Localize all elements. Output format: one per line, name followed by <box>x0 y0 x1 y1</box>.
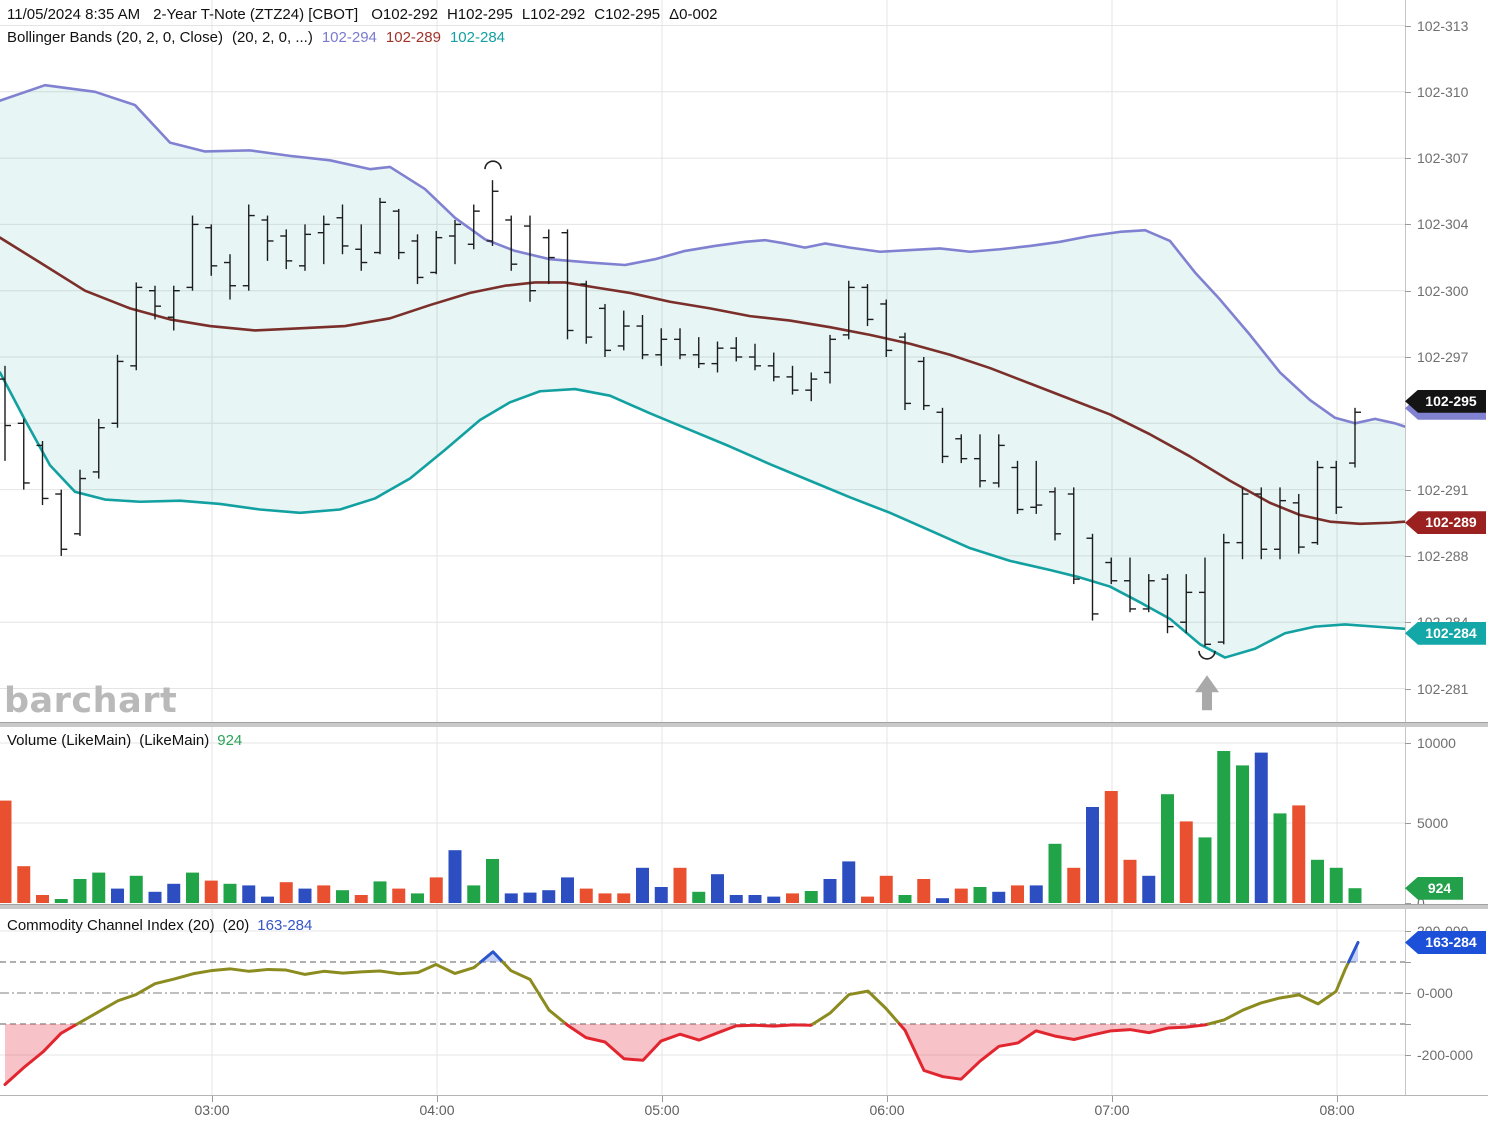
axis-tick <box>1405 1024 1411 1025</box>
chart-header-line2: Bollinger Bands (20, 2, 0, Close) (20, 2,… <box>7 26 514 49</box>
axis-tick <box>1405 688 1411 690</box>
axis-tick <box>1405 25 1411 27</box>
bollinger-study-params: (20, 2, 0, ...) <box>231 29 313 46</box>
time-axis-border <box>0 1095 1488 1096</box>
cci-panel-title: Commodity Channel Index (20) (20) 163-284 <box>7 917 320 934</box>
axis-tick <box>1405 823 1411 824</box>
cci-axis-label: -200-000 <box>1417 1047 1474 1063</box>
volume-axis-label: 10000 <box>1417 735 1456 751</box>
axis-tick <box>1405 743 1411 744</box>
quote-low: L102-292 <box>521 6 586 23</box>
bb-middle-badge: 102-289 <box>1405 511 1486 535</box>
cci-study-label[interactable]: Commodity Channel Index (20) <box>7 917 215 934</box>
price-axis-label: 102-307 <box>1417 150 1469 167</box>
gridlines <box>0 0 1405 1095</box>
chart-header-line1: 11/05/2024 8:35 AM 2-Year T-Note (ZTZ24) … <box>7 3 727 26</box>
axis-tick <box>1405 931 1411 932</box>
price-axis-label: 102-310 <box>1417 83 1469 100</box>
time-axis-label: 05:00 <box>644 1102 680 1118</box>
up-arrow-icon <box>1195 675 1219 711</box>
bollinger-middle-value: 102-289 <box>385 29 441 46</box>
ohlc-bars <box>0 180 1361 647</box>
low-point-arc-icon <box>1198 650 1216 660</box>
cci-study-params: (20) <box>222 917 250 934</box>
cci-axis-label: 0-000 <box>1417 985 1453 1001</box>
axis-tick <box>1405 158 1411 160</box>
bollinger-upper-value: 102-294 <box>321 29 377 46</box>
cci-badge: 163-284 <box>1405 930 1486 954</box>
volume-axis-label: 0 <box>1417 895 1425 911</box>
axis-tick <box>1405 224 1411 226</box>
volume-current-value: 924 <box>217 732 243 749</box>
quote-close: C102-295 <box>594 6 661 23</box>
volume-study-params: (LikeMain) <box>139 732 210 749</box>
time-axis-label: 04:00 <box>419 1102 455 1118</box>
time-axis-label: 08:00 <box>1319 1102 1355 1118</box>
bollinger-middle-band-line <box>0 236 1405 526</box>
time-axis-tick <box>437 1096 438 1102</box>
volume-axis-label: 5000 <box>1417 815 1449 831</box>
axis-tick <box>1405 1055 1411 1056</box>
time-axis-tick <box>887 1096 888 1102</box>
price-axis-label: 102-297 <box>1417 349 1469 365</box>
time-axis-tick <box>1112 1096 1113 1102</box>
bb-lower-badge: 102-284 <box>1405 621 1486 645</box>
volume-panel-title: Volume (LikeMain) (LikeMain) 924 <box>7 732 250 749</box>
price-axis-label: 102-313 <box>1417 17 1469 34</box>
axis-tick <box>1405 290 1411 292</box>
price-axis-label: 102-291 <box>1417 481 1469 498</box>
barchart-watermark: barchart <box>4 681 177 721</box>
axis-tick <box>1405 993 1411 994</box>
bollinger-lower-value: 102-284 <box>449 29 506 46</box>
axis-tick <box>1405 555 1411 557</box>
price-axis-label: 102-281 <box>1417 680 1469 697</box>
axis-tick <box>1405 357 1411 358</box>
bollinger-band-fill <box>0 85 1405 658</box>
axis-tick <box>1405 962 1411 963</box>
high-point-arc-icon <box>484 160 502 170</box>
bollinger-upper-band-line <box>0 83 1405 428</box>
volume-study-label[interactable]: Volume (LikeMain) <box>7 732 132 749</box>
volume-cci-divider[interactable] <box>0 904 1488 909</box>
time-axis-tick <box>1337 1096 1338 1102</box>
price-axis-label: 102-304 <box>1417 216 1469 233</box>
chart-annotations <box>484 160 1219 711</box>
axis-tick <box>1405 903 1411 904</box>
time-axis-label: 03:00 <box>194 1102 230 1118</box>
time-axis-tick <box>662 1096 663 1102</box>
time-axis-tick <box>212 1096 213 1102</box>
price-axis-label: 102-300 <box>1417 282 1469 299</box>
cci-current-value: 163-284 <box>257 917 313 934</box>
cci-line <box>3 940 1360 1086</box>
quote-open: O102-292 <box>371 6 438 23</box>
quote-change: Δ0-002 <box>669 6 718 23</box>
price-volume-divider[interactable] <box>0 722 1488 727</box>
chart-canvas[interactable]: barchart <box>0 0 1405 1095</box>
last-price-badge: 102-295 <box>1405 389 1486 413</box>
volume-badge: 924 <box>1405 876 1463 900</box>
symbol-name: 2-Year T-Note (ZTZ24) [CBOT] <box>153 6 359 23</box>
axis-tick <box>1405 622 1411 624</box>
bollinger-lower-band-line <box>0 371 1405 659</box>
quote-datetime: 11/05/2024 8:35 AM <box>7 6 141 23</box>
price-axis-label: 102-288 <box>1417 547 1469 564</box>
cci-threshold-fills <box>5 942 1358 1085</box>
axis-tick <box>1405 91 1411 93</box>
time-axis-label: 07:00 <box>1094 1102 1130 1118</box>
axis-tick <box>1405 489 1411 491</box>
time-axis-label: 06:00 <box>869 1102 905 1118</box>
quote-high: H102-295 <box>446 6 513 23</box>
bollinger-study-label[interactable]: Bollinger Bands (20, 2, 0, Close) <box>7 29 223 46</box>
right-axis-border <box>1405 0 1406 1095</box>
volume-bars <box>0 751 1362 903</box>
